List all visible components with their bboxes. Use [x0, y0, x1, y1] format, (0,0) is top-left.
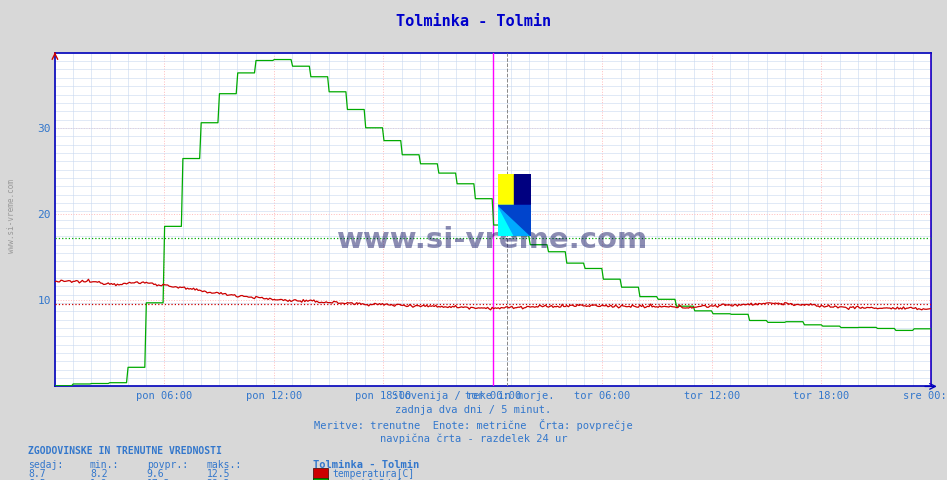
- Text: Tolminka - Tolmin: Tolminka - Tolmin: [396, 14, 551, 29]
- Polygon shape: [514, 174, 531, 205]
- Text: 38.2: 38.2: [206, 479, 230, 480]
- Text: navpična črta - razdelek 24 ur: navpična črta - razdelek 24 ur: [380, 434, 567, 444]
- Polygon shape: [498, 205, 531, 236]
- Text: maks.:: maks.:: [206, 460, 241, 469]
- Text: min.:: min.:: [90, 460, 119, 469]
- Text: zadnja dva dni / 5 minut.: zadnja dva dni / 5 minut.: [396, 406, 551, 415]
- Text: 8.7: 8.7: [28, 469, 46, 479]
- Text: www.si-vreme.com: www.si-vreme.com: [7, 179, 16, 253]
- Polygon shape: [498, 205, 514, 236]
- Text: 17.3: 17.3: [147, 479, 170, 480]
- Text: sedaj:: sedaj:: [28, 460, 63, 469]
- Text: temperatura[C]: temperatura[C]: [332, 469, 415, 479]
- Text: 6.5: 6.5: [28, 479, 46, 480]
- Polygon shape: [514, 205, 531, 236]
- Text: 9.6: 9.6: [147, 469, 165, 479]
- Polygon shape: [498, 205, 531, 236]
- Polygon shape: [498, 174, 514, 205]
- Text: Slovenija / reke in morje.: Slovenija / reke in morje.: [392, 391, 555, 401]
- Text: 12.5: 12.5: [206, 469, 230, 479]
- Text: ZGODOVINSKE IN TRENUTNE VREDNOSTI: ZGODOVINSKE IN TRENUTNE VREDNOSTI: [28, 446, 223, 456]
- Text: 1.9: 1.9: [90, 479, 108, 480]
- Text: pretok[m3/s]: pretok[m3/s]: [332, 479, 402, 480]
- Text: Tolminka - Tolmin: Tolminka - Tolmin: [313, 460, 419, 469]
- Text: povpr.:: povpr.:: [147, 460, 188, 469]
- Text: www.si-vreme.com: www.si-vreme.com: [337, 226, 649, 253]
- Text: 8.2: 8.2: [90, 469, 108, 479]
- Text: Meritve: trenutne  Enote: metrične  Črta: povprečje: Meritve: trenutne Enote: metrične Črta: …: [314, 419, 633, 431]
